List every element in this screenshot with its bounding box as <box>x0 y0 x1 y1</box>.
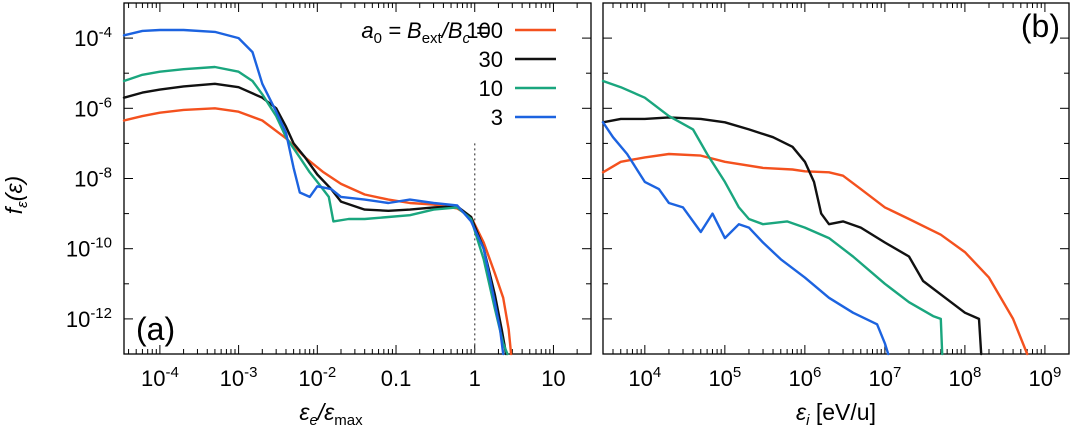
y-axis-label: fε(ε) <box>1 176 31 214</box>
y-tick-label: 10-12 <box>66 305 112 332</box>
x-tick-label: 106 <box>788 364 821 391</box>
legend-entry-label: 30 <box>479 47 503 72</box>
x-tick-label: 10-4 <box>141 364 179 391</box>
panel-b-x-axis-label: εi [eV/u] <box>796 399 876 428</box>
y-tick-label-base: 10 <box>74 26 98 51</box>
panel-a-label: (a) <box>136 311 175 347</box>
y-tick-label-exponent: -6 <box>99 94 112 111</box>
x-tick-label: 10-3 <box>220 364 258 391</box>
x-tick-label: 107 <box>868 364 901 391</box>
legend-entry-label: 3 <box>491 105 503 130</box>
panel-a-series <box>122 28 513 356</box>
panel-b-series <box>601 79 1029 356</box>
series-line-a30 <box>122 82 508 356</box>
legend-title-a: a <box>361 18 373 43</box>
legend-entry-label: 10 <box>479 76 503 101</box>
x-tick-label-exponent: 6 <box>813 364 821 381</box>
series-line-a100 <box>601 152 1029 356</box>
legend-entries: 100 30 10 3 <box>466 18 556 130</box>
series-line-a3 <box>601 121 890 356</box>
legend-title-eq: = <box>470 18 489 43</box>
x-tick-label-base: 1 <box>469 366 481 391</box>
series-line-a3 <box>122 28 505 356</box>
panel-b-xlabel-sub-i: i <box>806 412 810 428</box>
x-tick-label: 0.1 <box>381 366 412 391</box>
legend-entry-label: 100 <box>466 18 503 43</box>
y-axis-label-eps-sub: ε <box>14 201 31 208</box>
y-tick-label: 10-4 <box>74 24 112 51</box>
panel-a-x-axis-label: εe/εmax <box>299 399 363 428</box>
series-line-a100 <box>122 107 513 356</box>
panel-b-y-ticks <box>603 2 1069 355</box>
y-axis-label-arg: (ε) <box>1 176 27 201</box>
x-tick-label: 108 <box>948 364 981 391</box>
series-line-a10 <box>601 79 944 356</box>
x-tick-label: 1 <box>469 366 481 391</box>
x-tick-label: 105 <box>708 364 741 391</box>
x-tick-label-base: 0.1 <box>381 366 412 391</box>
y-tick-label: 10-6 <box>74 94 112 121</box>
x-tick-label-exponent: 8 <box>973 364 981 381</box>
panel-b: 104 105 106 107 108 109 (b) εi [eV/u] <box>601 2 1070 428</box>
panel-a-xlabel-sub-max: max <box>334 412 363 428</box>
x-tick-label-base: 10 <box>948 366 972 391</box>
panel-b-xlabel-eps: ε <box>796 399 807 425</box>
legend-title-a-sub: 0 <box>374 30 382 47</box>
legend-title-eq-b: = B <box>382 18 422 43</box>
x-tick-label-base: 10 <box>541 366 565 391</box>
x-tick-label-exponent: 5 <box>733 364 741 381</box>
x-tick-label-exponent: 7 <box>893 364 901 381</box>
panel-a: 10-4 10-3 10-2 0.1 1 10 10-410-610-810-1010-1… <box>66 2 592 428</box>
x-tick-label-exponent: -3 <box>244 364 257 381</box>
y-tick-label: 10-8 <box>74 165 112 192</box>
x-tick-label-base: 10 <box>788 366 812 391</box>
legend: a0 = Bext/Bc = 100 30 10 3 <box>361 18 556 130</box>
panel-a-xlabel-eps: ε <box>299 399 310 425</box>
y-axis-label-f: f <box>1 205 27 214</box>
x-tick-label-base: 10 <box>141 366 165 391</box>
panel-a-x-ticks: 10-4 10-3 10-2 0.1 1 10 <box>128 3 592 391</box>
x-tick-label-exponent: 9 <box>1053 364 1061 381</box>
y-tick-label-base: 10 <box>66 307 90 332</box>
panel-a-xlabel-slash-eps: /ε <box>316 399 335 425</box>
x-tick-label-base: 10 <box>628 366 652 391</box>
x-tick-label: 104 <box>628 364 661 391</box>
panel-b-x-ticks: 104 105 106 107 108 109 <box>602 3 1070 391</box>
x-tick-label-base: 10 <box>1028 366 1052 391</box>
x-tick-label-exponent: -2 <box>323 364 336 381</box>
y-tick-label-exponent: -12 <box>90 305 112 322</box>
y-tick-label-exponent: -8 <box>99 165 112 182</box>
x-tick-label-base: 10 <box>220 366 244 391</box>
x-tick-label: 109 <box>1028 364 1061 391</box>
y-tick-label-exponent: -4 <box>99 24 112 41</box>
x-tick-label-base: 10 <box>298 366 322 391</box>
x-tick-label-exponent: 4 <box>653 364 661 381</box>
legend-title-c-sub: c <box>463 30 471 47</box>
legend-title-ext-sub: ext <box>422 30 443 47</box>
y-tick-label-exponent: -10 <box>90 235 112 252</box>
panel-a-xlabel-sub-e: e <box>309 412 317 428</box>
x-tick-label-exponent: -4 <box>165 364 178 381</box>
panel-b-label: (b) <box>1021 8 1060 44</box>
x-tick-label: 10 <box>541 366 565 391</box>
x-tick-label-base: 10 <box>708 366 732 391</box>
y-tick-label-base: 10 <box>74 167 98 192</box>
panel-b-xlabel-unit: [eV/u] <box>809 399 875 425</box>
series-line-a30 <box>601 116 983 356</box>
legend-title-slash-b: /B <box>440 18 463 43</box>
x-tick-label-base: 10 <box>868 366 892 391</box>
y-tick-label-base: 10 <box>74 96 98 121</box>
y-tick-label: 10-10 <box>66 235 112 262</box>
legend-title: a0 = Bext/Bc = <box>361 18 489 47</box>
panel-a-frame <box>123 2 592 355</box>
y-tick-label-base: 10 <box>66 237 90 262</box>
x-tick-label: 10-2 <box>298 364 336 391</box>
